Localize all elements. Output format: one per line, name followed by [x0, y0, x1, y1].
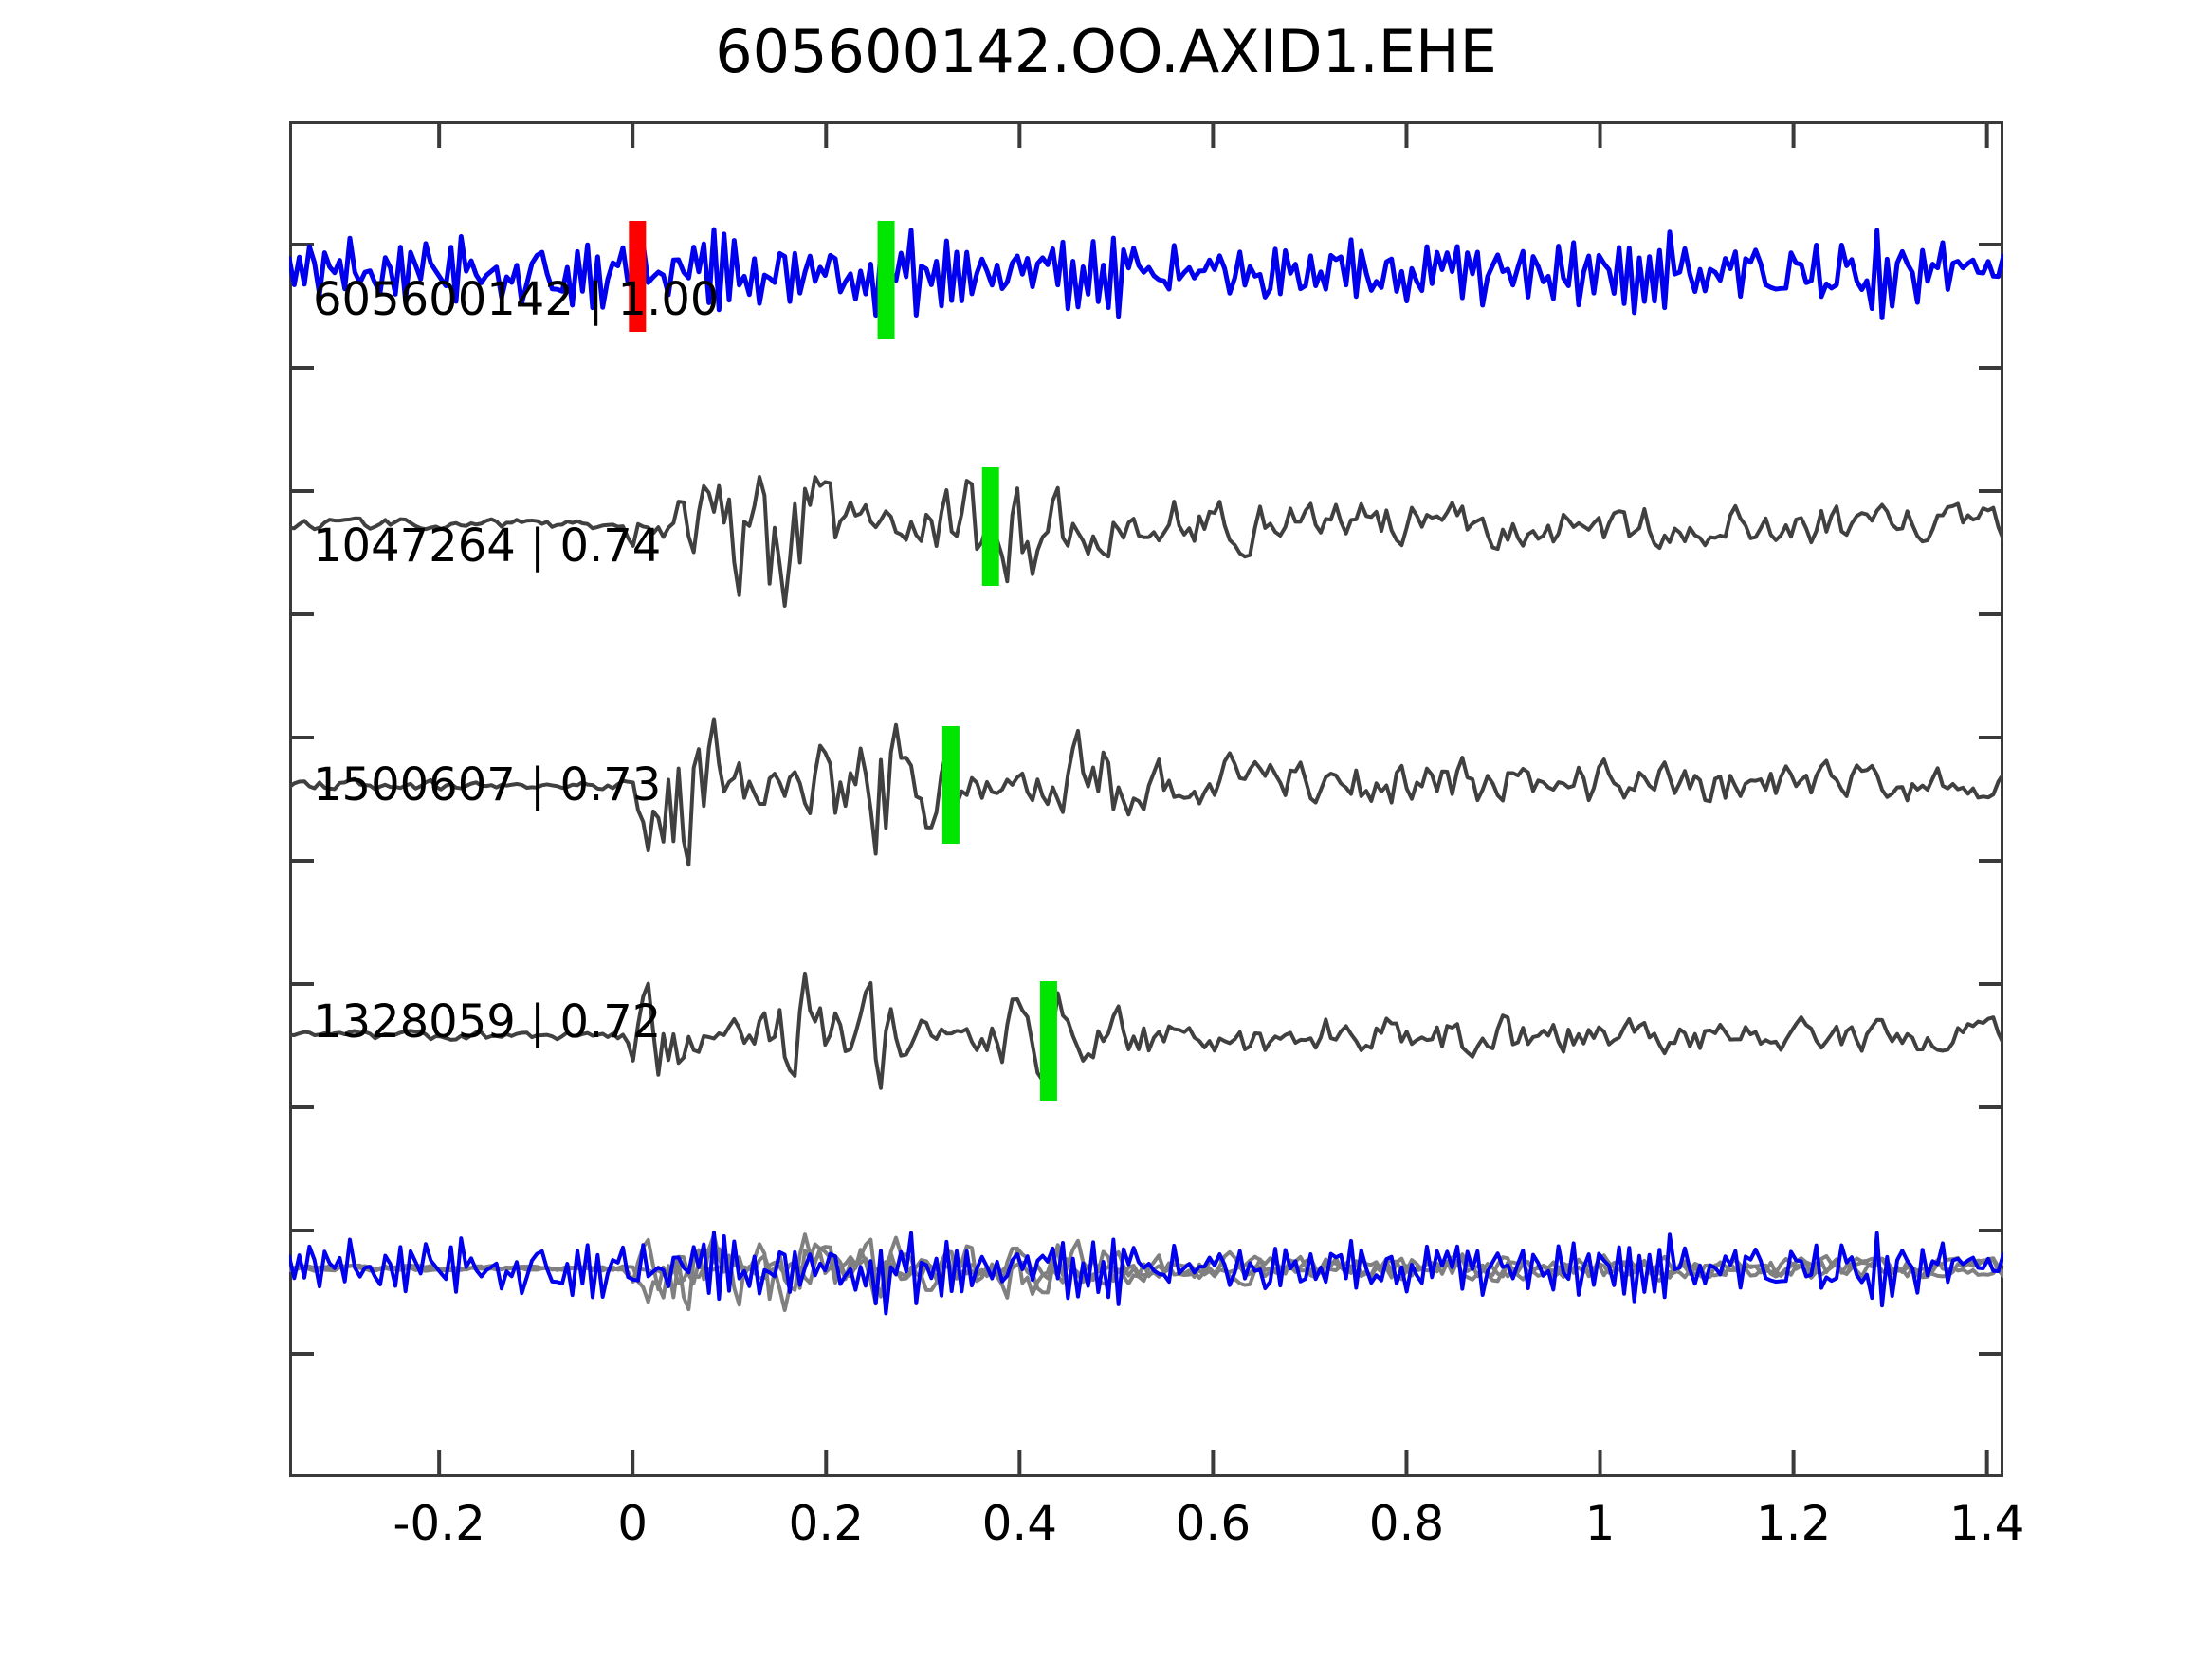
trace-label-1500607: 1500607 | 0.73 — [313, 758, 662, 811]
p-pick-marker — [629, 221, 647, 332]
x-axis-tick-label: 0.4 — [981, 1496, 1058, 1551]
x-axis-tick-label: 0 — [617, 1496, 649, 1551]
s-pick-marker — [941, 726, 960, 844]
chart-title: 605600142.OO.AXID1.EHE — [715, 17, 1497, 86]
x-axis-tick-label: 0.6 — [1175, 1496, 1252, 1551]
x-axis-tick-label: 1.2 — [1755, 1496, 1832, 1551]
trace-label-1328059: 1328059 | 0.72 — [313, 995, 662, 1048]
x-axis-tick-label: 1.4 — [1948, 1496, 2025, 1551]
trace-label-1047264: 1047264 | 0.74 — [313, 520, 662, 573]
trace-label-605600142: 605600142 | 1.00 — [313, 273, 720, 326]
plot-area — [289, 121, 2003, 1477]
x-axis-tick-label: 0.2 — [788, 1496, 865, 1551]
x-axis-tick-label: -0.2 — [393, 1496, 485, 1551]
s-pick-marker — [981, 467, 999, 586]
x-axis-tick-label: 0.8 — [1368, 1496, 1445, 1551]
s-pick-marker — [1039, 981, 1057, 1101]
waveform-plot — [289, 121, 2003, 1477]
x-axis-tick-label: 1 — [1584, 1496, 1616, 1551]
s-pick-marker — [877, 221, 895, 339]
